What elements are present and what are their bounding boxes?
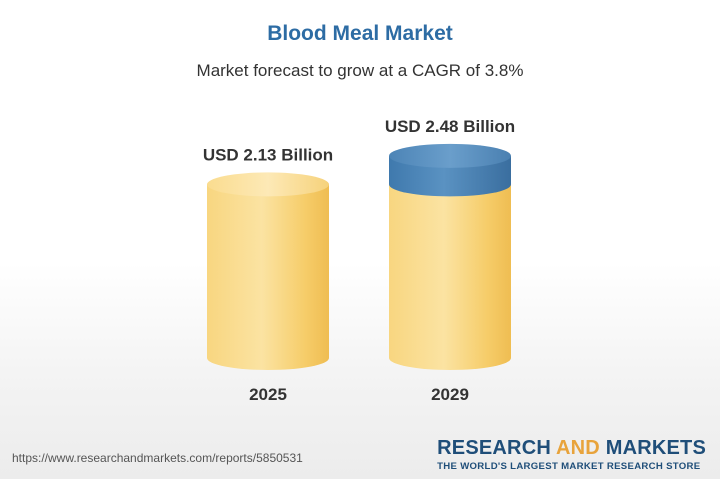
logo-research: RESEARCH	[437, 437, 551, 459]
logo-and: AND	[556, 437, 600, 459]
value-label: USD 2.48 Billion	[385, 117, 515, 136]
cylinder-bar-2029: USD 2.48 Billion 2029	[385, 117, 515, 404]
value-label: USD 2.13 Billion	[203, 145, 333, 164]
chart-subtitle: Market forecast to grow at a CAGR of 3.8…	[196, 61, 524, 80]
logo-markets: MARKETS	[605, 437, 706, 459]
category-label: 2025	[249, 385, 287, 404]
category-label: 2029	[431, 385, 469, 404]
cylinder-top-cap	[207, 172, 329, 197]
logo-tagline: THE WORLD'S LARGEST MARKET RESEARCH STOR…	[437, 461, 701, 472]
research-and-markets-logo: RESEARCH AND MARKETS THE WORLD'S LARGEST…	[437, 438, 706, 473]
cylinder-body	[207, 184, 329, 370]
cylinder-body	[389, 155, 511, 370]
chart-title: Blood Meal Market	[267, 22, 453, 45]
logo-wordmark: RESEARCH AND MARKETS	[437, 438, 706, 459]
cylinder-top-cap	[389, 143, 511, 168]
chart-canvas: USD 2.13 Billion 2025 USD 2.48 Billion 2029	[203, 117, 515, 404]
cylinder-bar-2025: USD 2.13 Billion 2025	[203, 145, 333, 404]
report-url[interactable]: https://www.researchandmarkets.com/repor…	[12, 451, 303, 465]
